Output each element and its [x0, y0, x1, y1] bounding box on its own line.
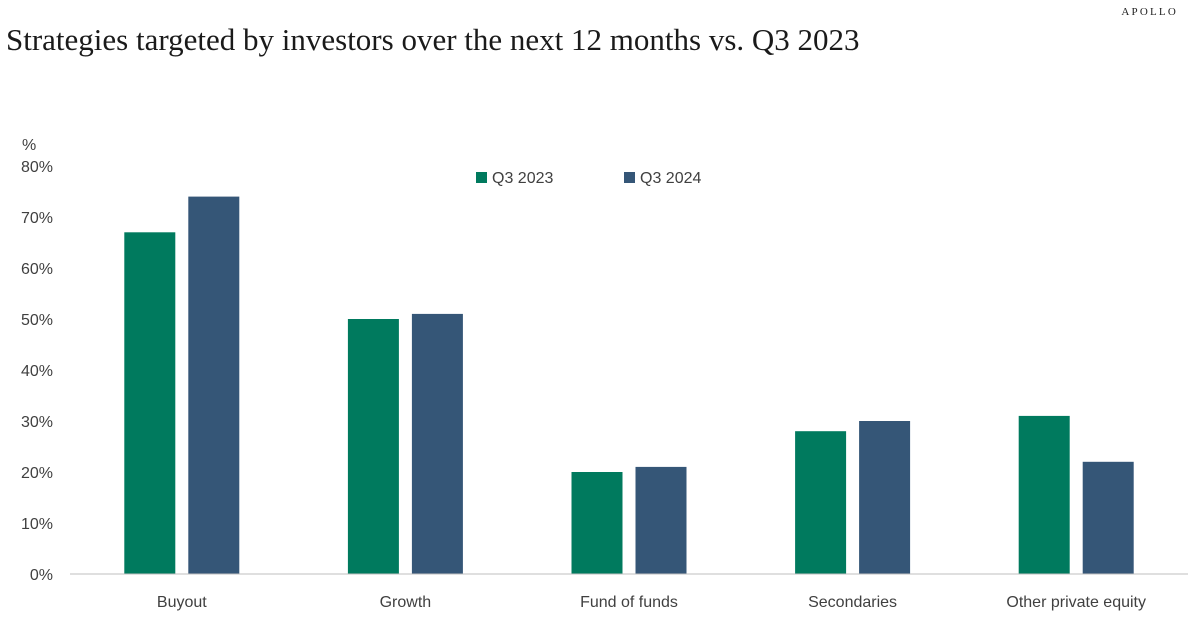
x-category-label: Secondaries [808, 594, 897, 611]
y-tick-label: 30% [21, 414, 53, 431]
y-axis: % 0% 10% 20% 30% 40% 50% 60% 70% 80% [21, 137, 53, 584]
legend-swatch-q3-2024 [624, 172, 635, 183]
legend: Q3 2023 Q3 2024 [476, 170, 701, 187]
bar-q3-2023-fund-of-funds [571, 472, 623, 574]
y-tick-label: 70% [21, 210, 53, 227]
bar-q3-2024-other-private-equity [1082, 461, 1134, 574]
chart-title: Strategies targeted by investors over th… [6, 22, 860, 57]
x-category-label: Buyout [157, 594, 207, 611]
legend-swatch-q3-2023 [476, 172, 487, 183]
y-tick-label: 60% [21, 261, 53, 278]
y-tick-label: 50% [21, 312, 53, 329]
legend-label-q3-2024: Q3 2024 [640, 170, 701, 187]
bars [124, 196, 1134, 575]
y-tick-label: 80% [21, 159, 53, 176]
bar-q3-2024-growth [411, 313, 463, 574]
bar-q3-2023-buyout [124, 232, 176, 575]
bar-q3-2024-buyout [188, 196, 240, 574]
bar-q3-2024-secondaries [859, 421, 911, 574]
bar-q3-2023-secondaries [795, 431, 847, 574]
x-category-label: Other private equity [1006, 594, 1146, 611]
y-tick-label: 0% [30, 567, 53, 584]
x-category-label: Fund of funds [580, 594, 678, 611]
x-axis: Buyout Growth Fund of funds Secondaries Othe… [70, 573, 1188, 611]
x-category-label: Growth [380, 594, 432, 611]
bar-q3-2024-fund-of-funds [635, 466, 687, 574]
y-tick-label: 40% [21, 363, 53, 380]
legend-label-q3-2023: Q3 2023 [492, 170, 553, 187]
y-axis-unit-label: % [22, 137, 36, 154]
bar-q3-2023-growth [347, 319, 399, 574]
brand-logo: APOLLO [1121, 6, 1178, 18]
y-tick-label: 20% [21, 465, 53, 482]
y-tick-label: 10% [21, 516, 53, 533]
bar-q3-2023-other-private-equity [1018, 415, 1070, 574]
